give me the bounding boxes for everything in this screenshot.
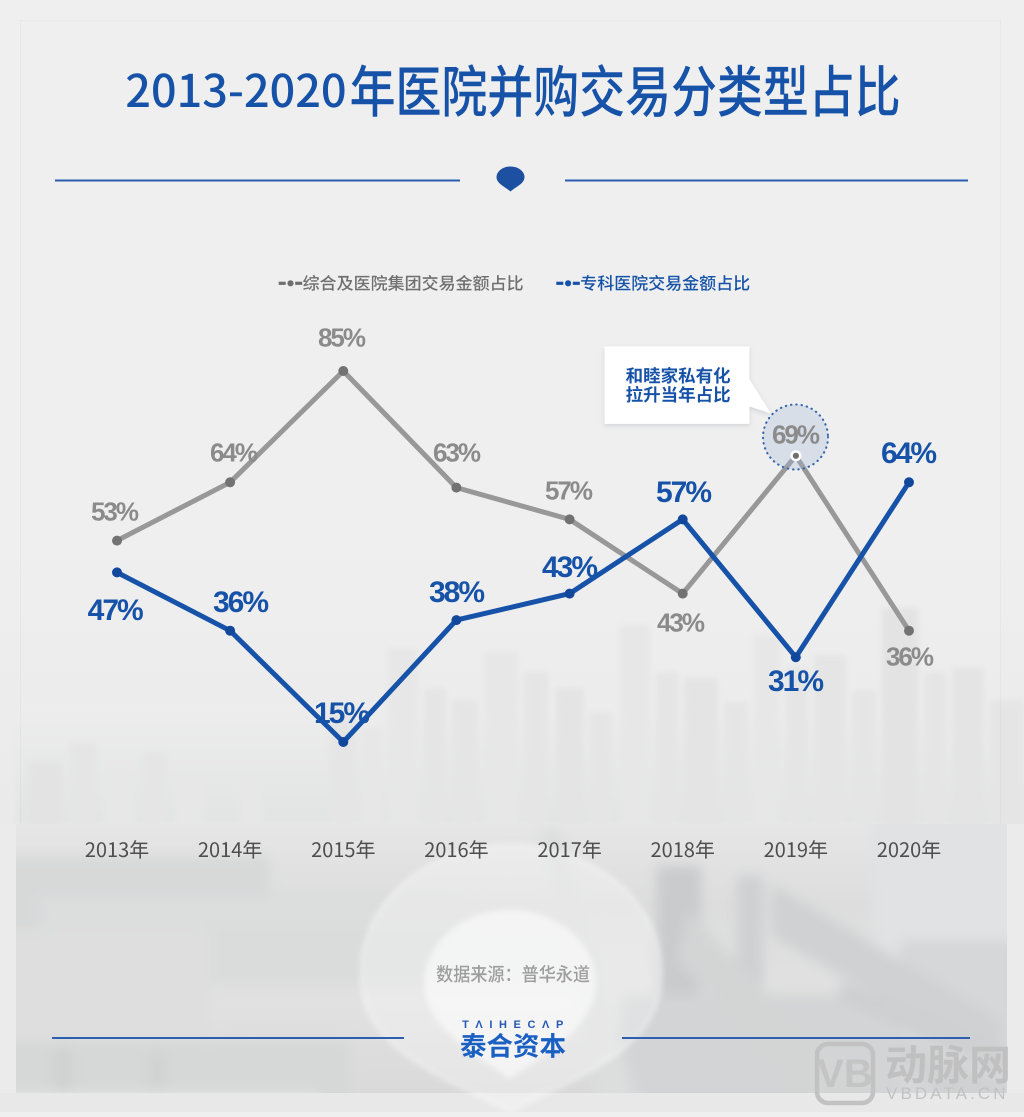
svg-text:36%: 36% — [213, 586, 268, 619]
svg-text:64%: 64% — [210, 437, 258, 467]
svg-text:36%: 36% — [886, 641, 934, 671]
svg-text:43%: 43% — [542, 551, 597, 584]
svg-text:38%: 38% — [429, 576, 484, 609]
svg-text:47%: 47% — [88, 594, 143, 627]
svg-text:VBDATA.CN: VBDATA.CN — [886, 1084, 1009, 1103]
svg-text:43%: 43% — [657, 607, 705, 637]
svg-text:TΛIHECΛP: TΛIHECΛP — [462, 1019, 570, 1031]
svg-text:63%: 63% — [433, 437, 481, 467]
svg-text:57%: 57% — [656, 476, 711, 509]
svg-text:31%: 31% — [768, 665, 823, 698]
svg-text:64%: 64% — [881, 437, 936, 470]
svg-text:15%: 15% — [314, 697, 369, 730]
svg-text:53%: 53% — [91, 496, 139, 526]
svg-text:85%: 85% — [318, 322, 366, 352]
svg-text:57%: 57% — [545, 475, 593, 505]
svg-text:69%: 69% — [772, 419, 820, 449]
svg-text:VB: VB — [817, 1052, 873, 1096]
